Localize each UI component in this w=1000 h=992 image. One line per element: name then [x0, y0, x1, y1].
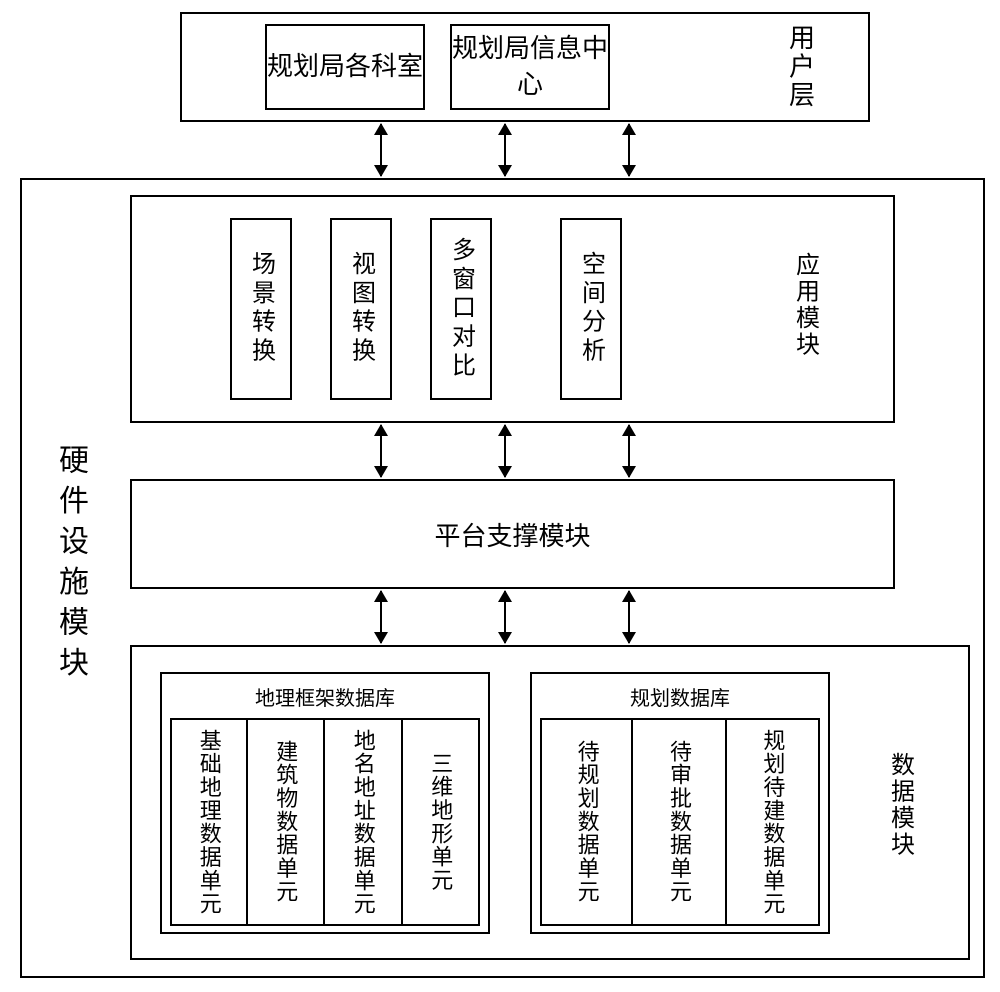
app-item-2: 多窗口对比 — [430, 218, 492, 400]
double-arrow — [628, 425, 630, 477]
user-layer-label: 用户层 — [760, 24, 840, 110]
app-item-3: 空间分析 — [560, 218, 622, 400]
geo-db-title: 地理框架数据库 — [160, 678, 490, 719]
user-box-1: 规划局各科室 — [265, 24, 425, 110]
diagram-canvas: 规划局各科室规划局信息中心 用户层硬件设施模块 应用模块 场景转换视图转换多窗口对比 空… — [0, 0, 1000, 992]
platform-module: 平台支撑模块 — [130, 479, 895, 589]
geo-db-cell-0: 基础地理数据单元 — [170, 718, 248, 926]
geo-db-cell-3: 三维地形单元 — [403, 718, 481, 926]
double-arrow — [628, 124, 630, 176]
geo-db-cell-2: 地名地址数据单元 — [325, 718, 403, 926]
plan-db-cell-1: 待审批数据单元 — [633, 718, 726, 926]
double-arrow — [504, 425, 506, 477]
geo-db-cell-1: 建筑物数据单元 — [248, 718, 326, 926]
double-arrow — [504, 124, 506, 176]
hardware-label: 硬件设施模块 — [40, 335, 100, 795]
data-module-label: 数据模块 — [870, 720, 930, 890]
double-arrow — [380, 124, 382, 176]
arrow-group — [380, 591, 630, 643]
plan-db-cell-2: 规划待建数据单元 — [727, 718, 820, 926]
plan-db-cell-0: 待规划数据单元 — [540, 718, 633, 926]
arrow-group — [380, 425, 630, 477]
double-arrow — [628, 591, 630, 643]
double-arrow — [504, 591, 506, 643]
user-box-2: 规划局信息中心 — [450, 24, 610, 110]
arrow-group — [380, 124, 630, 176]
double-arrow — [380, 425, 382, 477]
app-module-label: 应用模块 — [775, 230, 835, 380]
plan-db-title: 规划数据库 — [530, 678, 830, 719]
app-item-0: 场景转换 — [230, 218, 292, 400]
app-item-1: 视图转换 — [330, 218, 392, 400]
double-arrow — [380, 591, 382, 643]
